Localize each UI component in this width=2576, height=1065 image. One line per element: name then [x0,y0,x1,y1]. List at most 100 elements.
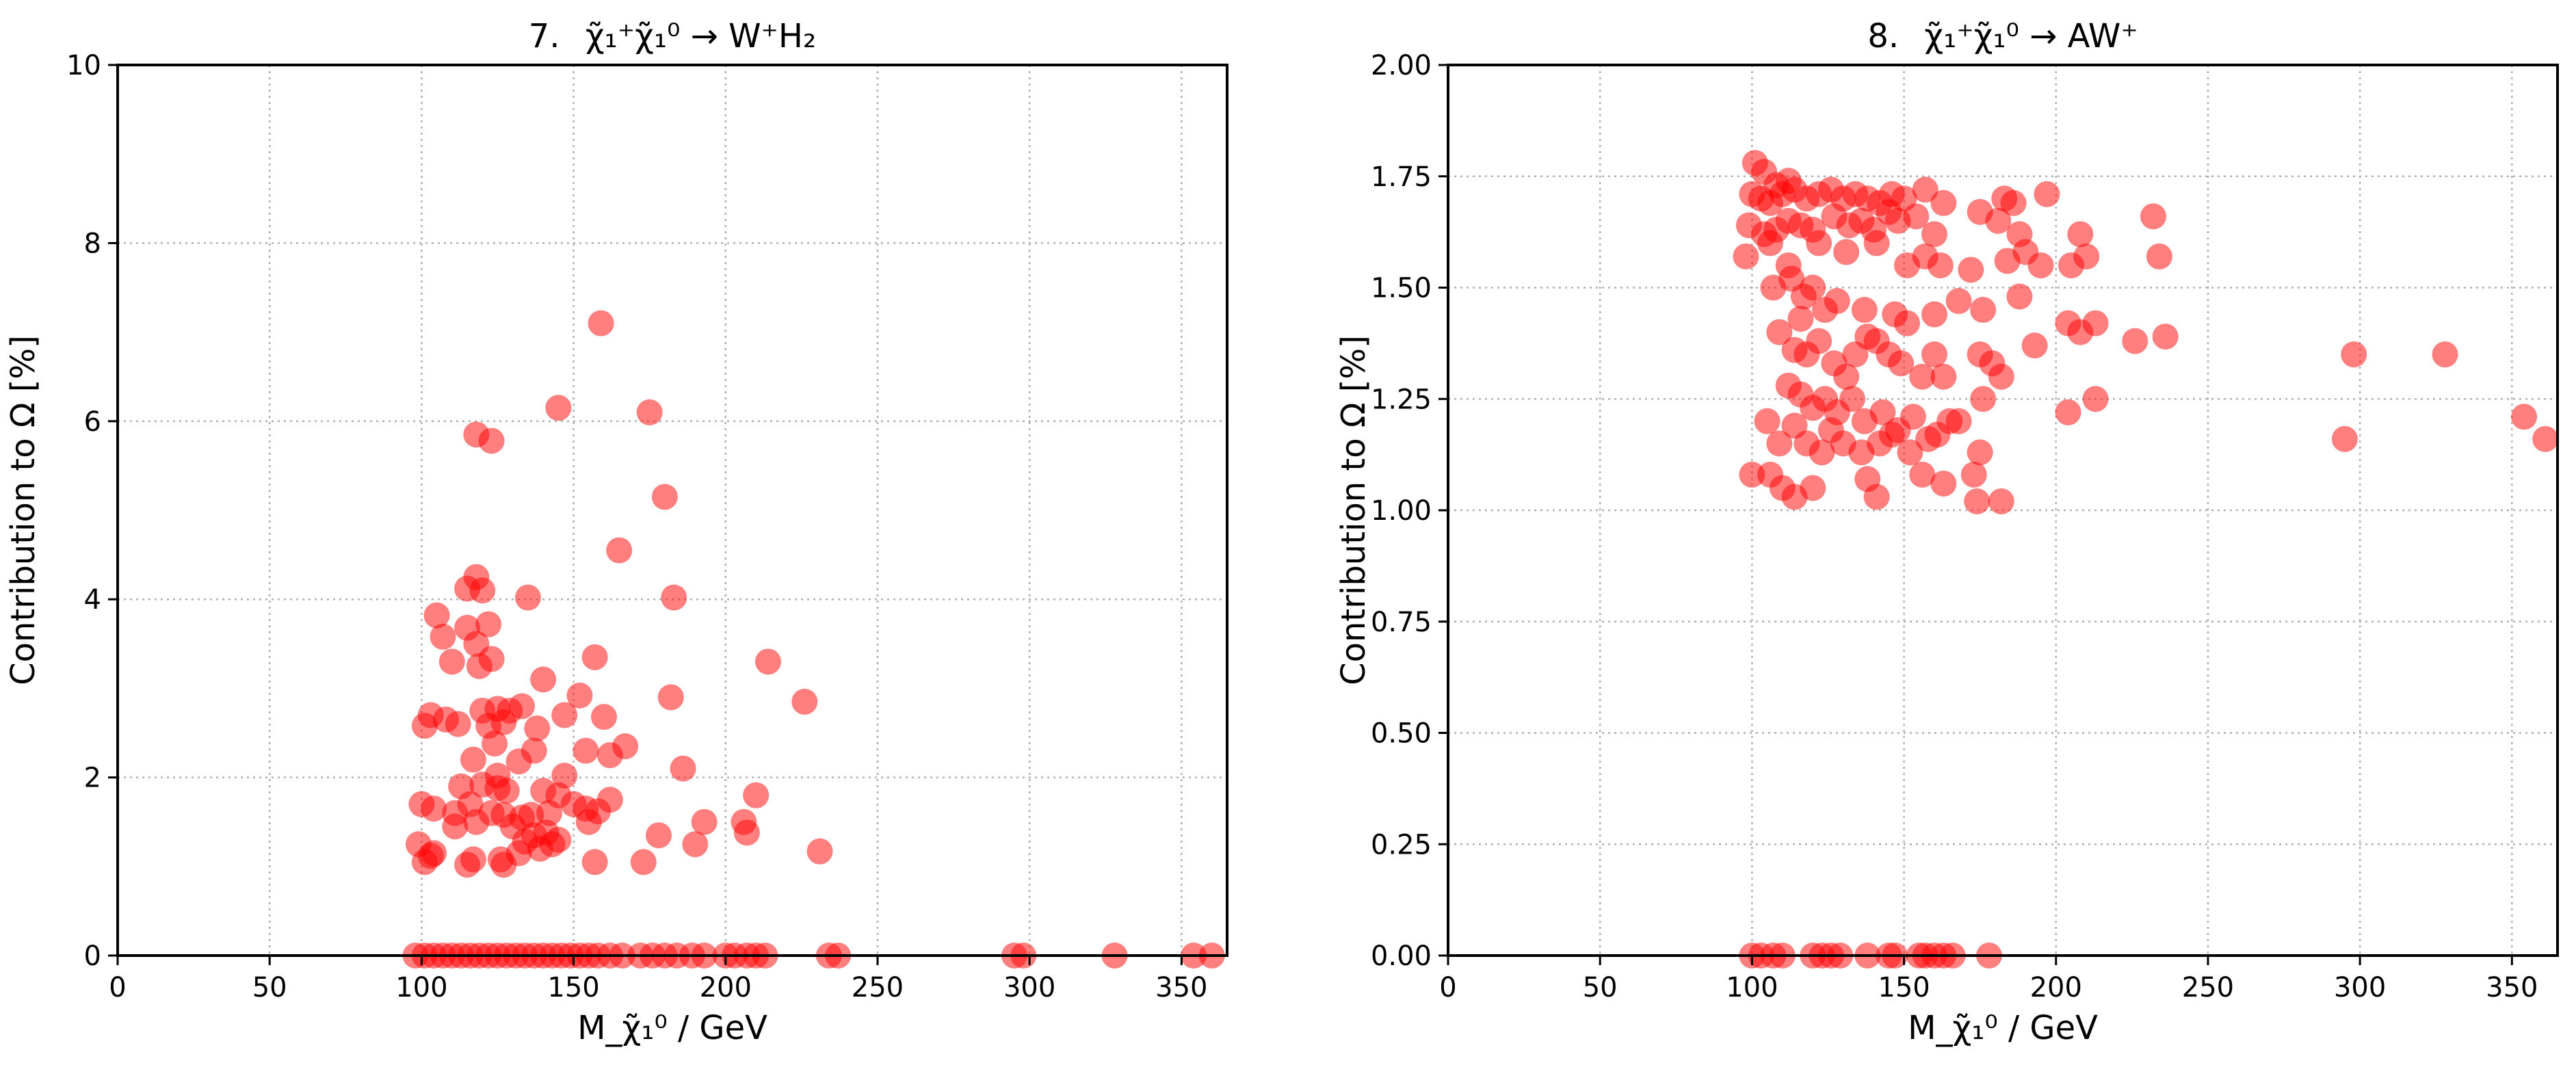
data-point [581,644,608,670]
data-point [1851,297,1878,324]
data-point [1921,221,1948,248]
data-point [1754,408,1780,434]
data-point [509,693,536,720]
x-axis-ticks: 0 50 100 150 200 250 300 350 [109,956,1208,1003]
scatter-points [1733,150,2559,969]
chart-title-formula: χ̃₁⁺χ̃₁⁰ → W⁺H₂ [586,17,816,55]
data-point [1912,176,1938,203]
y-tick-label: 0.50 [1371,718,1432,750]
data-point [646,822,672,849]
x-tick-label: 350 [2486,972,2538,1003]
data-point [691,808,718,835]
data-point [505,748,532,775]
data-point [1809,439,1835,466]
data-point [1915,425,1942,452]
y-tick-label: 0.25 [1371,829,1432,860]
chart-title-number: 7. [529,17,560,55]
data-point [573,737,599,764]
data-point [1833,363,1860,390]
data-point [1930,189,1957,216]
data-point [463,808,490,835]
data-point [575,808,602,835]
data-point [466,653,492,679]
y-axis-ticks: 0 2 4 6 8 10 [66,50,118,972]
data-point [2067,221,2094,248]
data-point [551,762,578,789]
data-point [791,688,818,715]
data-point [1806,230,1832,257]
x-axis-label: M_χ̃₁⁰ / GeV [1908,1009,2098,1047]
x-tick-label: 150 [1878,972,1930,1003]
data-point [1967,439,1993,466]
data-point [1739,461,1765,488]
y-tick-label: 2.00 [1371,50,1432,81]
y-tick-label: 8 [84,228,101,259]
data-point [411,849,438,876]
data-point [1970,386,1997,412]
data-point [630,849,657,876]
data-point [411,713,438,739]
data-point [1964,488,1990,514]
x-axis-label: M_χ̃₁⁰ / GeV [577,1009,767,1047]
chart-title-formula: χ̃₁⁺χ̃₁⁰ → AW⁺ [1924,17,2138,55]
data-point [1903,203,1930,230]
data-point [1757,230,1784,257]
x-tick-label: 150 [547,972,599,1003]
data-point [1824,288,1850,315]
data-point [2006,283,2033,310]
data-point [445,711,471,737]
x-tick-label: 100 [395,972,447,1003]
y-tick-label: 0.75 [1371,607,1432,638]
data-point [2055,399,2081,425]
chart-title: 7. χ̃₁⁺χ̃₁⁰ → W⁺H₂ [529,17,816,55]
data-point [1930,363,1957,390]
data-point [661,584,687,611]
data-point [806,838,833,865]
scatter-points [402,310,1225,969]
data-point [551,702,578,728]
data-point [1839,386,1866,412]
data-point [1936,408,1963,434]
data-point [1970,297,1997,324]
y-axis-label: Contribution to Ω [%] [1335,335,1373,685]
data-point [2021,332,2048,359]
chart-title-number: 8. [1867,17,1899,55]
x-tick-label: 200 [2030,972,2082,1003]
data-point [1909,461,1936,488]
x-tick-label: 250 [852,972,904,1003]
data-point [1863,230,1890,257]
data-point [469,577,496,604]
data-point [490,709,517,735]
data-point [478,428,505,454]
data-point [438,648,465,675]
x-tick-label: 300 [1003,972,1055,1003]
plot-frame [116,64,1228,957]
data-point [1733,243,1759,269]
data-point [657,684,684,711]
data-point [1800,274,1826,301]
y-tick-label: 0.00 [1371,941,1432,972]
data-point [588,310,614,337]
data-point [636,399,663,425]
data-point [733,819,760,846]
data-point [1909,363,1936,390]
data-point [2152,324,2179,350]
data-point [2027,252,2054,278]
x-tick-label: 300 [2334,972,2386,1003]
x-tick-label: 250 [2182,972,2234,1003]
y-axis-ticks: 0.00 0.25 0.50 0.75 1.00 1.25 1.50 1.75 2.00 [1371,50,1448,972]
data-point [581,849,608,876]
data-point [482,731,508,757]
data-point [2146,243,2172,269]
data-point [2140,203,2166,230]
y-tick-label: 1.75 [1371,161,1432,193]
data-point [1921,341,1948,368]
data-point [430,623,456,650]
data-point [1806,328,1832,354]
data-point [682,831,709,858]
data-point [2331,425,2358,452]
x-tick-label: 50 [1583,972,1618,1003]
data-point [460,746,486,773]
data-point [2000,189,2027,216]
